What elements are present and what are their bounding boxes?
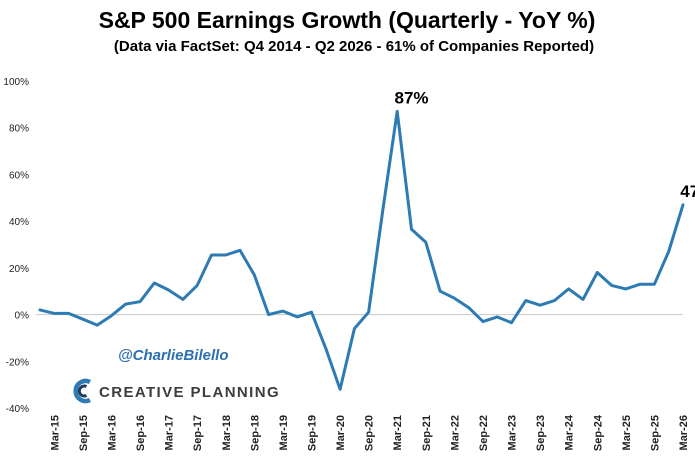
x-tick-label: Mar-25 [621,415,633,450]
x-tick-label: Sep-22 [478,415,490,451]
x-axis: Mar-15 Sep-15 Mar-16 Sep-16 Mar-17 Sep-17 Mar-… [49,414,690,451]
y-tick-label: 100% [3,77,29,88]
y-tick-label: 0% [15,311,30,322]
data-annotation: 87% [394,88,428,107]
creative-planning-logo-icon [73,378,91,404]
x-tick-label: Mar-20 [335,415,347,450]
x-tick-label: Sep-21 [421,415,433,451]
y-tick-label: -40% [6,404,29,415]
x-tick-label: Sep-15 [78,415,90,451]
x-tick-label: Sep-24 [592,414,604,451]
x-tick-label: Mar-24 [564,414,576,450]
y-tick-label: -20% [6,357,29,368]
x-tick-label: Mar-21 [392,415,404,450]
x-tick-label: Sep-17 [192,415,204,451]
x-tick-label: Sep-19 [306,415,318,451]
earnings-growth-line [38,109,685,391]
y-tick-label: 20% [9,264,29,275]
y-tick-label: 60% [9,170,29,181]
x-tick-label: Mar-23 [507,415,519,450]
annotations: 87% 47% [394,88,695,200]
x-tick-label: Mar-18 [221,415,233,450]
x-tick-label: Mar-15 [49,415,61,450]
x-tick-label: Sep-20 [364,415,376,451]
x-tick-label: Mar-26 [678,415,690,450]
x-tick-label: Sep-18 [249,415,261,451]
x-tick-label: Mar-19 [278,415,290,450]
x-tick-label: Mar-17 [164,415,176,450]
y-tick-label: 80% [9,124,29,135]
chart-subtitle: (Data via FactSet: Q4 2014 - Q2 2026 - 6… [114,38,594,55]
watermark-handle: @CharlieBilello [118,347,229,364]
x-tick-label: Mar-16 [106,415,118,450]
x-tick-label: Sep-16 [135,415,147,451]
data-annotation: 47% [680,182,695,201]
x-tick-label: Sep-23 [535,415,547,451]
chart-title: S&P 500 Earnings Growth (Quarterly - YoY… [99,7,596,33]
x-tick-label: Sep-25 [649,415,661,451]
y-axis: -40% -20% 0% 20% 40% 60% 80% 100% [3,77,29,415]
watermark-brand: CREATIVE PLANNING [99,384,280,401]
x-tick-label: Mar-22 [449,415,461,450]
y-tick-label: 40% [9,217,29,228]
